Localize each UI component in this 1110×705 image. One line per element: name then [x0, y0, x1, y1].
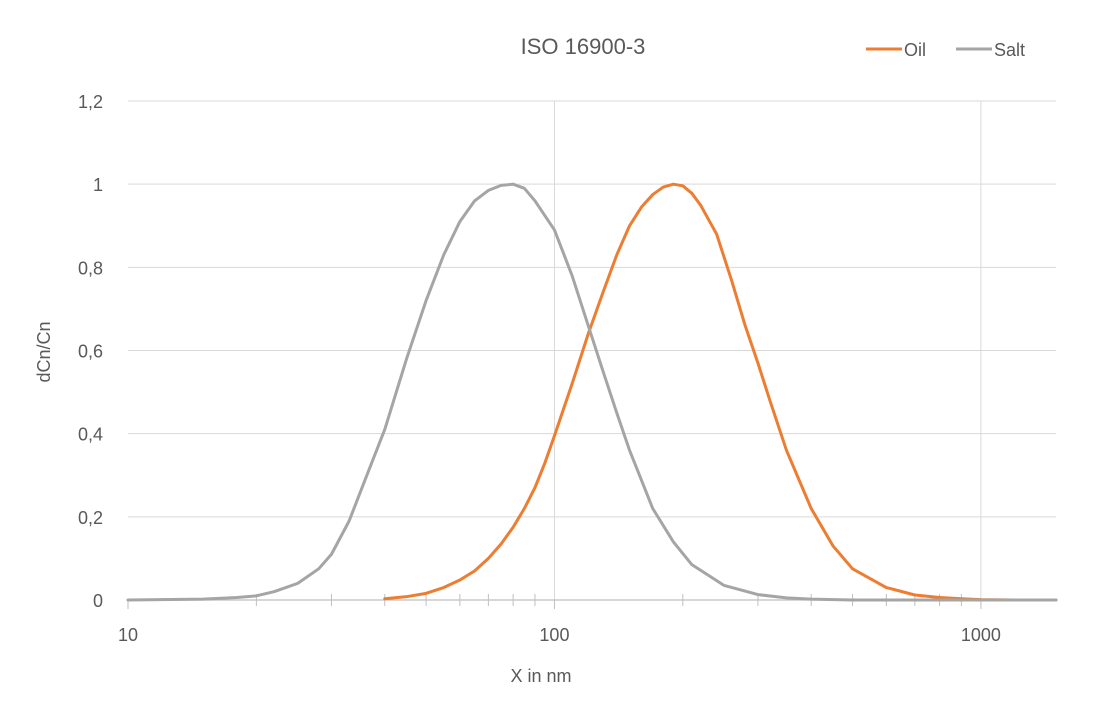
series-lines — [126, 182, 1058, 602]
legend: Oil Salt — [866, 40, 1025, 60]
y-tick-label: 0,4 — [78, 425, 103, 445]
y-tick-labels: 0 0,2 0,4 0,6 0,8 1 1,2 — [78, 92, 103, 611]
legend-label-oil: Oil — [904, 40, 926, 60]
y-tick-label: 0,2 — [78, 508, 103, 528]
x-tick-label: 100 — [539, 625, 569, 645]
x-tick-labels: 10 100 1000 — [118, 625, 1001, 645]
y-tick-label: 1 — [93, 175, 103, 195]
x-tick-label: 1000 — [961, 625, 1001, 645]
y-axis-title: dCn/Cn — [34, 321, 54, 382]
y-tick-label: 0,6 — [78, 342, 103, 362]
x-tick-label: 10 — [118, 625, 138, 645]
legend-label-salt: Salt — [994, 40, 1025, 60]
x-axis-title: X in nm — [510, 666, 571, 686]
y-tick-label: 1,2 — [78, 92, 103, 112]
series-line-oil — [383, 182, 1058, 602]
y-tick-label: 0,8 — [78, 258, 103, 278]
chart-title: ISO 16900-3 — [521, 34, 646, 59]
y-tick-label: 0 — [93, 591, 103, 611]
series-line-salt — [126, 182, 1058, 602]
gridlines — [128, 100, 1056, 600]
